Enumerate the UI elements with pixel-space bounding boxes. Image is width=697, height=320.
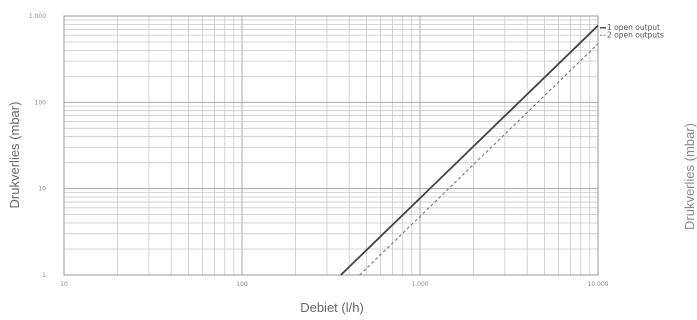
second-chart-y-axis-title: Drukverlies (mbar) <box>682 123 697 230</box>
series-layer <box>340 24 599 276</box>
y-tick-labels: 1 10 100 1.000 <box>29 13 46 279</box>
x-tick-label: 10.000 <box>588 281 609 288</box>
legend-label-1: 1 open output <box>607 23 660 32</box>
grid <box>63 16 598 276</box>
series-line-2 <box>359 43 599 276</box>
y-axis-title: Drukverlies (mbar) <box>7 102 22 209</box>
y-tick-label: 1.000 <box>29 13 46 20</box>
y-tick-label: 100 <box>35 99 47 106</box>
x-tick-label: 1.000 <box>411 281 428 288</box>
y-tick-label: 10 <box>38 186 46 193</box>
x-axis-title: Debiet (l/h) <box>300 300 364 315</box>
legend-label-2: 2 open outputs <box>607 31 664 40</box>
y-tick-label: 1 <box>42 272 46 279</box>
x-tick-label: 100 <box>236 281 248 288</box>
series-line-1 <box>340 24 599 276</box>
x-tick-label: 10 <box>60 281 68 288</box>
plot-frame <box>63 15 599 276</box>
x-tick-labels: 10 100 1.000 10.000 <box>60 281 608 288</box>
